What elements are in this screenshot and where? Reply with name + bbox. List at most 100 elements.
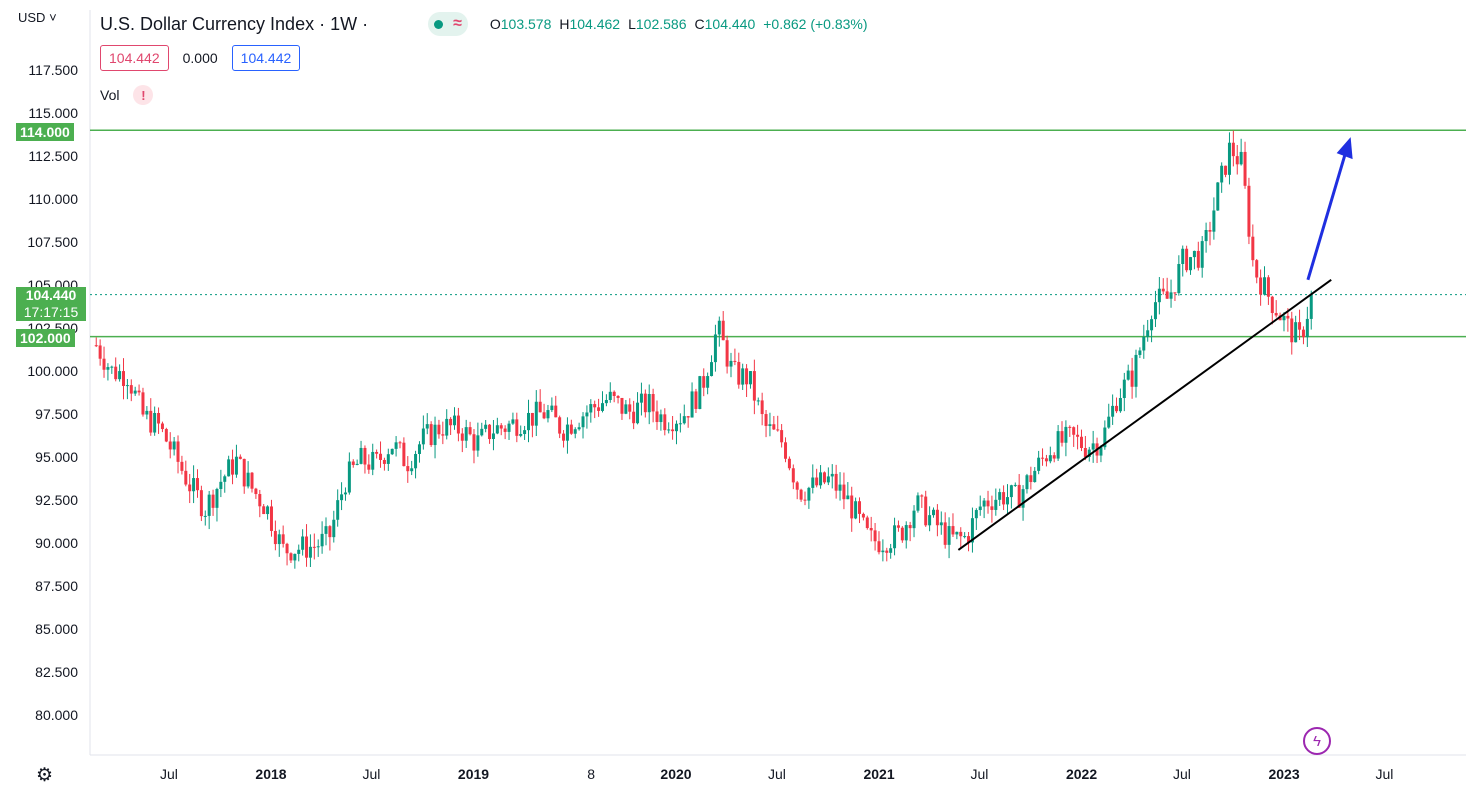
y-tick-label: 97.500 xyxy=(35,406,78,422)
current-price-tag: 104.440 17:17:15 xyxy=(16,287,86,321)
candle-body xyxy=(1037,457,1041,471)
chart-legend: U.S. Dollar Currency Index · 1W · ≈ O103… xyxy=(100,12,868,36)
candle-body xyxy=(694,391,698,409)
candle-body xyxy=(581,416,585,428)
candle-body xyxy=(371,451,375,470)
candle-body xyxy=(1017,484,1021,508)
candle-body xyxy=(651,394,655,412)
candle-body xyxy=(1044,458,1048,462)
y-tick-label: 80.000 xyxy=(35,707,78,723)
x-tick-label: Jul xyxy=(768,766,786,782)
candle-body xyxy=(600,403,604,411)
candle-body xyxy=(807,487,811,501)
candle-body xyxy=(168,441,172,450)
candle-body xyxy=(102,358,106,370)
y-tick-label: 112.500 xyxy=(28,148,78,164)
candle-body xyxy=(822,472,826,483)
candle-body xyxy=(184,470,188,485)
candle-body xyxy=(437,424,441,435)
y-tick-label: 87.500 xyxy=(35,578,78,594)
candle-body xyxy=(908,525,912,529)
candle-body xyxy=(417,444,421,454)
candle-body xyxy=(238,456,242,459)
current-price: 104.440 xyxy=(25,287,77,303)
candle-body xyxy=(1169,292,1173,299)
candle-body xyxy=(924,496,928,526)
candle-body xyxy=(780,430,784,443)
candle-body xyxy=(1309,293,1313,319)
candle-body xyxy=(1290,318,1294,343)
market-status-pill[interactable]: ≈ xyxy=(428,12,468,36)
candle-body xyxy=(195,478,199,491)
candle-body xyxy=(355,463,359,465)
gear-icon[interactable]: ⚙ xyxy=(36,765,54,786)
symbol-title[interactable]: U.S. Dollar Currency Index · 1W · xyxy=(100,13,369,34)
candle-body xyxy=(526,412,530,431)
x-tick-label: 2023 xyxy=(1268,766,1299,782)
candle-body xyxy=(1111,405,1115,417)
x-tick-label: Jul xyxy=(1376,766,1394,782)
candle-body xyxy=(702,376,706,388)
candle-body xyxy=(1009,485,1013,498)
candle-body xyxy=(281,534,285,544)
candle-body xyxy=(787,458,791,469)
x-tick-label: 2022 xyxy=(1066,766,1097,782)
candle-body xyxy=(674,423,678,432)
input-box-right[interactable]: 104.442 xyxy=(231,45,301,71)
candle-body xyxy=(982,500,986,507)
candle-body xyxy=(573,429,577,434)
candle-body xyxy=(1052,455,1056,459)
warning-icon[interactable]: ! xyxy=(133,85,154,105)
candle-body xyxy=(406,466,410,472)
candle-body xyxy=(121,371,125,386)
candle-body xyxy=(1177,263,1181,294)
candle-body xyxy=(398,442,402,444)
candle-body xyxy=(1115,405,1119,412)
candle-body xyxy=(511,419,515,424)
candle-body xyxy=(262,506,266,515)
candle-body xyxy=(920,495,924,497)
candle-body xyxy=(1060,431,1064,443)
candle-body xyxy=(515,419,519,436)
input-box-left[interactable]: 104.442 xyxy=(100,45,169,71)
candle-body xyxy=(464,427,468,441)
x-tick-label: 2021 xyxy=(863,766,894,782)
candle-body xyxy=(425,424,429,429)
projection-arrow-shaft xyxy=(1306,148,1349,281)
candle-body xyxy=(955,531,959,535)
candle-body xyxy=(565,424,569,441)
candle-body xyxy=(1227,142,1231,175)
candle-body xyxy=(211,494,215,508)
candle-body xyxy=(277,534,281,545)
candle-body xyxy=(98,345,102,359)
candle-body xyxy=(199,490,203,517)
candle-body xyxy=(1033,470,1037,483)
candle-body xyxy=(1005,497,1009,505)
y-tick-label: 90.000 xyxy=(35,535,78,551)
low-value: 102.586 xyxy=(635,16,687,32)
lightning-icon[interactable]: ϟ xyxy=(1303,727,1331,755)
candle-body xyxy=(1083,448,1087,458)
candle-body xyxy=(873,530,877,542)
support-price-tag: 102.000 xyxy=(16,329,75,347)
bar-countdown: 17:17:15 xyxy=(23,304,79,320)
candle-body xyxy=(386,454,390,464)
candle-body xyxy=(1103,427,1107,448)
currency-menu[interactable]: USD ˅ xyxy=(18,10,57,25)
candle-body xyxy=(530,412,534,426)
x-tick-label: Jul xyxy=(362,766,380,782)
trendline xyxy=(957,279,1332,551)
candle-body xyxy=(375,451,379,454)
y-tick-label: 85.000 xyxy=(35,621,78,637)
candle-body xyxy=(1200,241,1204,268)
x-tick-label: Jul xyxy=(971,766,989,782)
candle-body xyxy=(1134,354,1138,387)
volume-indicator[interactable]: Vol ! xyxy=(100,85,154,105)
candle-body xyxy=(935,509,939,526)
y-tick-label: 110.000 xyxy=(28,191,78,207)
candle-body xyxy=(254,488,258,495)
candle-body xyxy=(951,526,955,535)
candle-body xyxy=(604,399,608,404)
candle-body xyxy=(994,499,998,510)
